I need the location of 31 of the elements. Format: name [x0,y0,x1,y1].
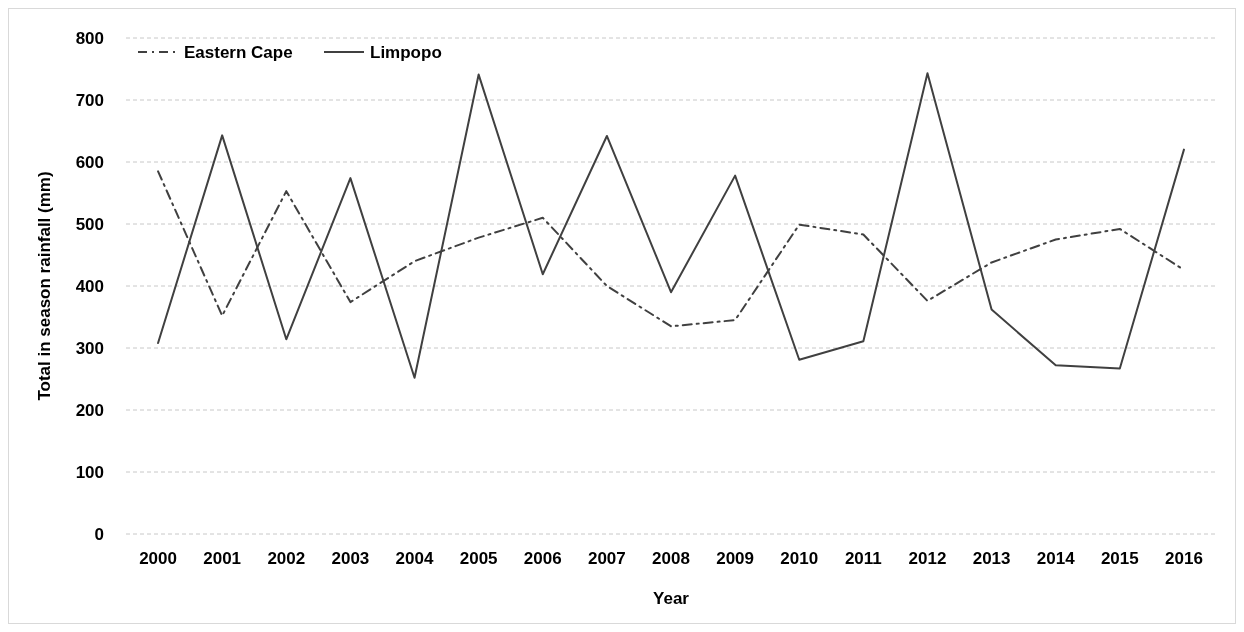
y-tick-label: 300 [75,338,104,358]
legend-label: Limpopo [370,42,442,62]
y-tick-label: 200 [75,400,104,420]
y-tick-label: 700 [75,90,104,110]
y-tick-label: 100 [75,462,104,482]
x-tick-label: 2010 [780,549,819,568]
x-tick-label: 2006 [523,549,562,568]
x-axis-title: Year [653,589,690,608]
y-axis-title: Total in season rainfall (mm) [35,171,54,401]
y-tick-label: 400 [75,276,104,296]
legend-label: Eastern Cape [184,42,293,62]
x-tick-label: 2014 [1036,549,1076,568]
x-tick-label: 2004 [395,549,434,568]
x-tick-label: 2008 [652,549,690,568]
x-tick-label: 2005 [459,549,498,568]
y-tick-label: 500 [75,214,104,234]
x-tick-label: 2016 [1165,549,1203,568]
y-tick-label: 600 [75,152,104,172]
x-tick-label: 2000 [139,549,177,568]
x-tick-label: 2015 [1100,549,1139,568]
x-tick-label: 2011 [844,549,882,568]
x-tick-label: 2012 [908,549,947,568]
y-tick-label: 0 [94,524,104,544]
line-series [157,72,1185,379]
x-tick-label: 2009 [716,549,755,568]
x-tick-label: 2013 [972,549,1011,568]
x-tick-label: 2007 [587,549,626,568]
x-tick-label: 2002 [267,549,306,568]
x-tick-label: 2003 [331,549,370,568]
x-tick-label: 2001 [203,549,242,568]
y-tick-label: 800 [75,28,104,48]
